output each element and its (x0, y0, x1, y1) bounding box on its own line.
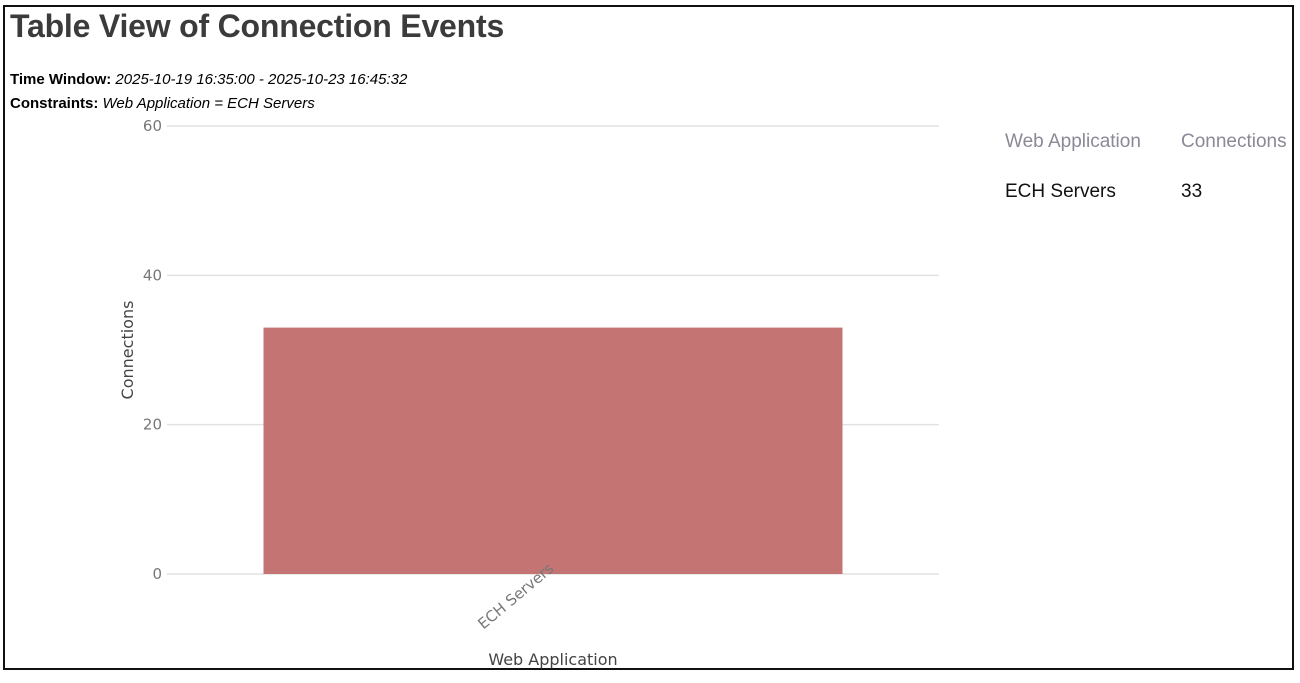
table-cell-connections: 33 (1181, 181, 1203, 202)
constraints-value: Web Application = ECH Servers (102, 95, 315, 112)
table-header-connections: Connections (1181, 131, 1287, 152)
table-cell-web-application: ECH Servers (1005, 181, 1116, 202)
x-axis-title: Web Application (488, 650, 617, 669)
time-window-value: 2025-10-19 16:35:00 - 2025-10-23 16:45:3… (115, 71, 408, 88)
time-window-label: Time Window: (10, 71, 112, 88)
bars (263, 327, 843, 574)
constraints: Constraints: Web Application = ECH Serve… (10, 95, 315, 112)
page-title: Table View of Connection Events (10, 8, 505, 44)
y-tick-labels: 0 20 40 60 (143, 117, 162, 583)
y-tick-label: 0 (152, 565, 162, 583)
y-tick-label: 40 (143, 266, 162, 284)
constraints-label: Constraints: (10, 95, 99, 112)
time-window: Time Window: 2025-10-19 16:35:00 - 2025-… (10, 71, 407, 88)
table-header-web-application: Web Application (1005, 131, 1141, 152)
y-tick-label: 20 (143, 416, 162, 434)
bar[interactable] (263, 327, 843, 574)
y-tick-label: 60 (143, 117, 162, 135)
y-axis-title: Connections (118, 301, 137, 400)
